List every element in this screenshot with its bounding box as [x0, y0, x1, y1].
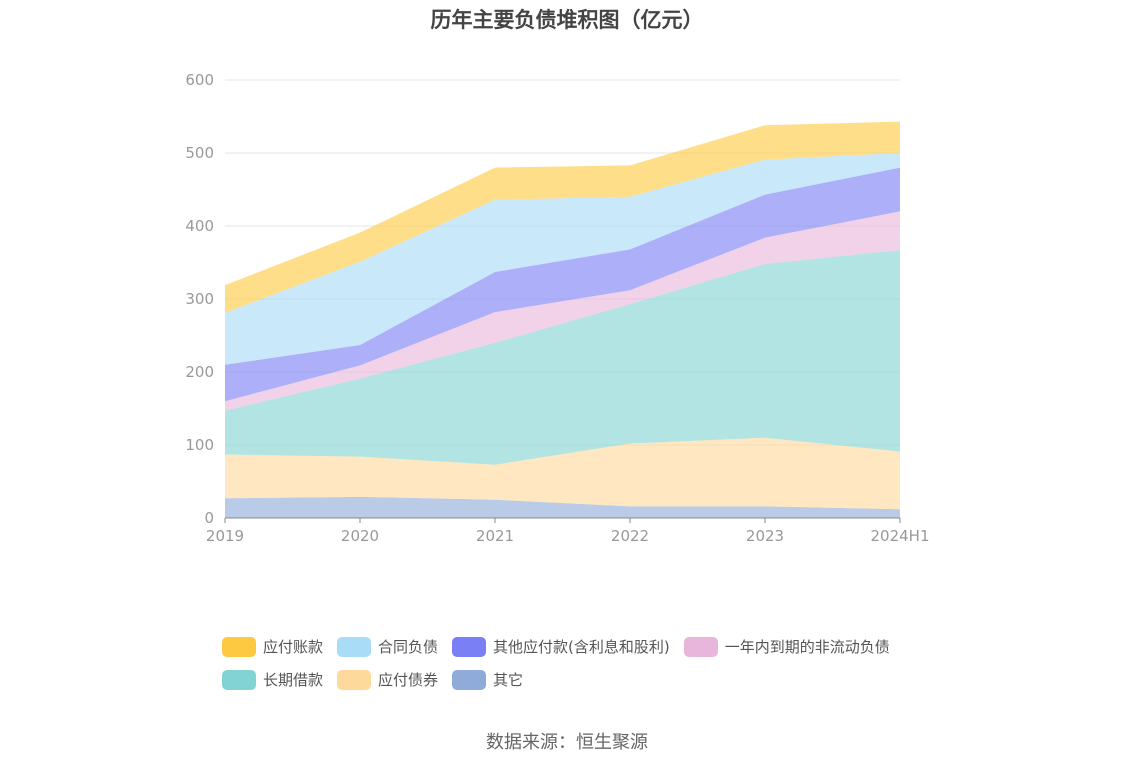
- x-tick-label: 2019: [206, 527, 244, 545]
- y-tick-label: 0: [204, 509, 214, 527]
- x-tick-label: 2022: [611, 527, 649, 545]
- legend-item[interactable]: 一年内到期的非流动负债: [683, 636, 890, 657]
- legend-item[interactable]: 合同负债: [337, 636, 438, 657]
- area-series-应付账款: [225, 121, 900, 313]
- legend-item[interactable]: 长期借款: [222, 669, 323, 690]
- legend-swatch: [683, 636, 718, 657]
- x-tick-label: 2024H1: [871, 527, 930, 545]
- legend: 应付账款 合同负债 其他应付款(含利息和股利) 一年内到期的非流动负债 长期借款 应付债…: [222, 630, 982, 696]
- area-series-应付债券: [225, 437, 900, 510]
- legend-swatch: [452, 669, 487, 690]
- y-tick-label: 100: [185, 436, 214, 454]
- area-series-合同负债: [225, 153, 900, 365]
- area-series: [225, 121, 900, 518]
- legend-label: 应付债券: [378, 671, 439, 689]
- legend-item[interactable]: 应付债券: [337, 669, 438, 690]
- y-tick-label: 600: [185, 71, 214, 89]
- x-tick-label: 2020: [341, 527, 379, 545]
- area-series-其它: [225, 496, 900, 518]
- legend-item[interactable]: 其他应付款(含利息和股利): [452, 636, 670, 657]
- legend-swatch: [452, 636, 487, 657]
- legend-item[interactable]: 应付账款: [222, 636, 323, 657]
- area-series-其他应付款(含利息和股利): [225, 167, 900, 402]
- y-tick-label: 500: [185, 144, 214, 162]
- x-tick-label: 2023: [746, 527, 784, 545]
- legend-swatch: [222, 636, 256, 657]
- legend-label: 应付账款: [263, 638, 324, 656]
- legend-swatch: [337, 636, 372, 657]
- stacked-area-chart: 0 100 200 300 400 500 600 2019 2020 2021 2022 2023 2…: [185, 71, 929, 545]
- x-tick-label: 2021: [476, 527, 514, 545]
- area-series-一年内到期的非流动负债: [225, 211, 900, 411]
- legend-label: 合同负债: [378, 638, 439, 656]
- y-tick-label: 200: [185, 363, 214, 381]
- legend-item[interactable]: 其它: [452, 669, 523, 690]
- legend-label: 其它: [493, 671, 524, 689]
- legend-label: 长期借款: [263, 671, 324, 689]
- chart-title: 历年主要负债堆积图（亿元）: [430, 8, 704, 32]
- legend-swatch: [337, 669, 372, 690]
- y-tick-label: 400: [185, 217, 214, 235]
- legend-row: 长期借款 应付债券 其它: [222, 663, 982, 696]
- legend-label: 其他应付款(含利息和股利): [493, 638, 670, 656]
- area-series-长期借款: [225, 250, 900, 465]
- legend-label: 一年内到期的非流动负债: [724, 638, 890, 656]
- source-note: 数据来源：恒生聚源: [486, 732, 648, 753]
- legend-swatch: [222, 669, 256, 690]
- y-tick-label: 300: [185, 290, 214, 308]
- axes: 0 100 200 300 400 500 600 2019 2020 2021 2022 2023 2…: [185, 71, 929, 545]
- legend-row: 应付账款 合同负债 其他应付款(含利息和股利) 一年内到期的非流动负债: [222, 630, 982, 663]
